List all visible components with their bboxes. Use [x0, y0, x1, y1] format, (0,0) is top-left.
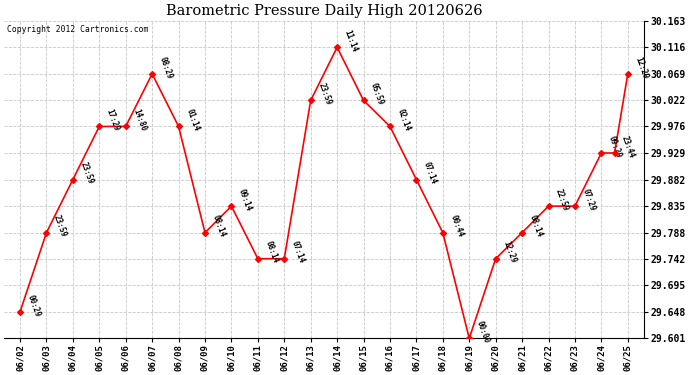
Text: 07:14: 07:14: [290, 240, 306, 265]
Text: 09:29: 09:29: [607, 134, 623, 159]
Text: 01:14: 01:14: [184, 108, 201, 133]
Text: 00:00: 00:00: [475, 320, 491, 345]
Text: Copyright 2012 Cartronics.com: Copyright 2012 Cartronics.com: [8, 26, 149, 34]
Text: 14:80: 14:80: [131, 108, 148, 133]
Text: 23:44: 23:44: [620, 134, 636, 159]
Text: 00:44: 00:44: [448, 214, 465, 239]
Text: 08:29: 08:29: [158, 55, 174, 80]
Text: 08:14: 08:14: [210, 214, 227, 239]
Text: 23:59: 23:59: [52, 214, 68, 239]
Text: 23:59: 23:59: [79, 161, 95, 186]
Text: 11:14: 11:14: [343, 28, 359, 54]
Text: 05:59: 05:59: [369, 82, 386, 106]
Text: 22:59: 22:59: [554, 188, 571, 212]
Text: 07:14: 07:14: [422, 161, 438, 186]
Text: 17:29: 17:29: [105, 108, 121, 133]
Text: 08:14: 08:14: [528, 214, 544, 239]
Text: 09:14: 09:14: [237, 188, 253, 212]
Text: 07:29: 07:29: [580, 188, 597, 212]
Text: 02:14: 02:14: [395, 108, 412, 133]
Text: 00:29: 00:29: [26, 293, 42, 318]
Title: Barometric Pressure Daily High 20120626: Barometric Pressure Daily High 20120626: [166, 4, 482, 18]
Text: 08:14: 08:14: [264, 240, 279, 265]
Text: 12:29: 12:29: [633, 55, 650, 80]
Text: 23:59: 23:59: [316, 82, 333, 106]
Text: 12:29: 12:29: [501, 240, 518, 265]
